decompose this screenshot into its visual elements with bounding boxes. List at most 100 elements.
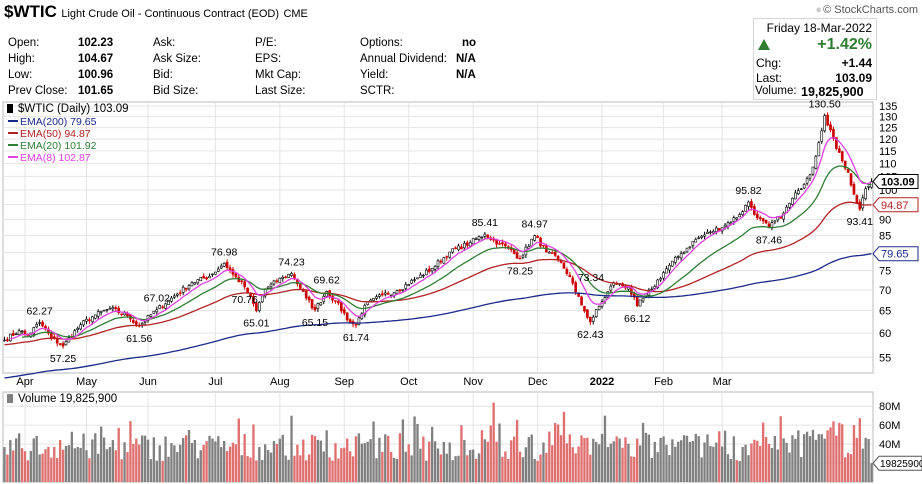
volume-bar bbox=[820, 434, 823, 482]
volume-bar bbox=[117, 427, 120, 482]
candle-body bbox=[477, 236, 481, 240]
candle-body bbox=[445, 256, 449, 258]
volume-bar bbox=[217, 436, 220, 482]
candle-body bbox=[465, 242, 469, 246]
volume-bar bbox=[568, 434, 571, 482]
last-size-label: Last Size: bbox=[255, 85, 306, 97]
candle-body bbox=[216, 268, 220, 272]
ask-size-label: Ask Size: bbox=[153, 53, 201, 65]
candle-body bbox=[586, 309, 589, 318]
legend-item: EMA(50) 94.87 bbox=[20, 128, 91, 140]
candle-body bbox=[533, 235, 536, 241]
price-annotation: 69.62 bbox=[314, 274, 340, 286]
candle-body bbox=[597, 305, 601, 311]
volume-bar bbox=[99, 426, 103, 482]
candle-body bbox=[536, 235, 539, 238]
volume-bar bbox=[228, 446, 232, 482]
volume-bar bbox=[381, 451, 384, 482]
volume-bar bbox=[15, 438, 18, 482]
volume-bar bbox=[58, 439, 62, 482]
candle-body bbox=[196, 279, 200, 284]
volume-bar bbox=[782, 438, 785, 482]
volume-tick-label: 60M bbox=[879, 420, 900, 432]
volume-bar bbox=[800, 457, 803, 482]
quote-header: $WTIC Light Crude Oil - Continuous Contr… bbox=[0, 0, 922, 100]
volume-bar bbox=[346, 438, 349, 482]
volume-bar bbox=[562, 411, 566, 482]
last-price-tag bbox=[872, 197, 919, 213]
copyright[interactable]: ●© StockCharts.com bbox=[815, 4, 918, 16]
candle-body bbox=[342, 309, 346, 314]
volume-bar bbox=[530, 434, 533, 482]
volume-bar bbox=[706, 434, 709, 482]
candle-body bbox=[448, 251, 452, 258]
candle-body bbox=[8, 333, 12, 342]
volume-bar bbox=[577, 446, 580, 482]
volume-bar bbox=[510, 440, 513, 482]
volume-bar bbox=[88, 458, 91, 482]
volume-bar bbox=[697, 436, 700, 482]
volume-bar bbox=[331, 460, 334, 482]
candle-body bbox=[88, 319, 91, 321]
candle-body bbox=[85, 318, 88, 322]
candle-body bbox=[565, 268, 569, 274]
candle-body bbox=[574, 282, 578, 293]
volume-bar bbox=[319, 440, 322, 482]
volume-bar bbox=[135, 438, 138, 482]
candle-body bbox=[205, 277, 208, 280]
candle-body bbox=[313, 306, 317, 311]
prev-close-label: Prev Close: bbox=[8, 85, 68, 97]
volume-bar bbox=[281, 434, 284, 482]
candle-body bbox=[340, 302, 343, 312]
volume-bar bbox=[527, 437, 530, 482]
volume-bar bbox=[548, 431, 551, 482]
candle-body bbox=[58, 343, 62, 345]
volume-bar bbox=[67, 445, 71, 482]
price-tick-label: 60 bbox=[879, 328, 891, 340]
volume-bar bbox=[829, 427, 832, 482]
candle-body bbox=[817, 142, 821, 157]
volume-bar bbox=[630, 456, 633, 482]
candle-body bbox=[653, 286, 657, 289]
volume-bar bbox=[852, 425, 856, 482]
candle-body bbox=[539, 237, 542, 247]
volume-bar bbox=[179, 444, 182, 482]
candle-body bbox=[123, 312, 126, 316]
volume-bar bbox=[158, 445, 161, 482]
candle-body bbox=[855, 195, 859, 204]
volume-bar bbox=[788, 452, 791, 482]
volume-bar bbox=[483, 439, 487, 482]
last-price-tag-text: 103.09 bbox=[881, 177, 915, 189]
volume-tick-label: 40M bbox=[879, 439, 900, 451]
volume-bar bbox=[439, 454, 443, 482]
candle-body bbox=[61, 343, 65, 347]
volume-bar bbox=[322, 451, 325, 482]
candle-body bbox=[181, 286, 185, 293]
last-quote-box: Friday 18-Mar-2022 +1.42% Chg: +1.44 Las… bbox=[753, 18, 877, 100]
candle-body bbox=[114, 307, 118, 310]
volume-bar bbox=[430, 426, 434, 482]
candle-body bbox=[290, 273, 293, 276]
candle-body bbox=[562, 262, 566, 269]
last-price-tag bbox=[872, 246, 919, 262]
volume-bar bbox=[102, 437, 106, 482]
candle-legend-icon bbox=[7, 104, 13, 113]
volume-bar bbox=[583, 438, 586, 482]
candle-body bbox=[796, 190, 800, 195]
volume-bar bbox=[378, 437, 381, 482]
volume-bar bbox=[785, 442, 788, 482]
volume-bar bbox=[155, 460, 158, 482]
candle-body bbox=[419, 274, 422, 278]
candle-body bbox=[542, 244, 545, 247]
candle-body bbox=[132, 320, 135, 323]
volume-bar bbox=[448, 442, 451, 482]
volume-bar bbox=[844, 457, 847, 482]
bid-size-label: Bid Size: bbox=[153, 85, 199, 97]
copyright-text: © StockCharts.com bbox=[823, 4, 918, 16]
candle-body bbox=[298, 284, 302, 289]
volume-bar bbox=[152, 437, 156, 482]
volume-bar bbox=[589, 454, 592, 482]
volume-bar bbox=[354, 436, 358, 482]
volume-bar bbox=[64, 445, 68, 482]
